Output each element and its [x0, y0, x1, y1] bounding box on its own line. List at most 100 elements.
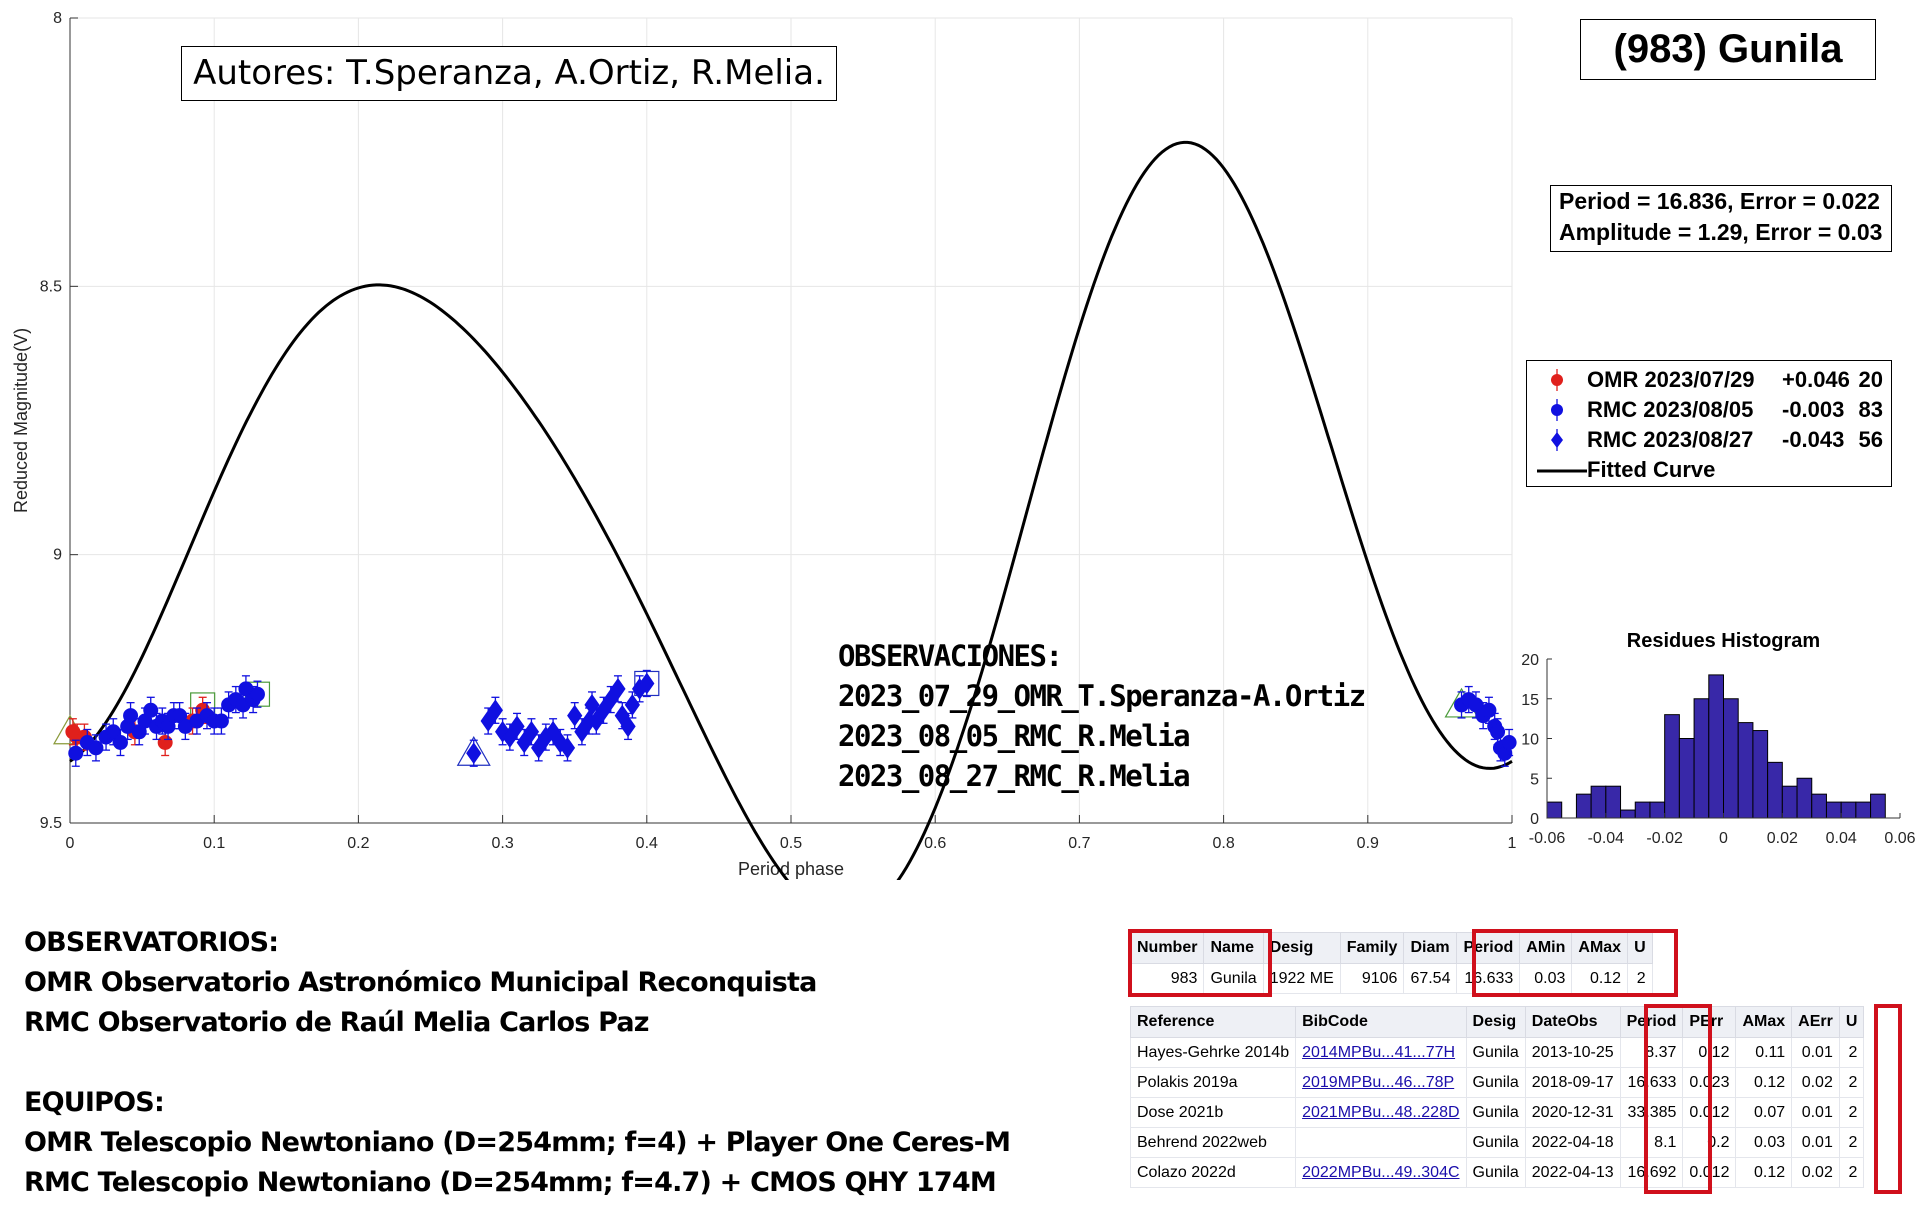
x-tick-label: 0.4	[636, 835, 658, 852]
data-point	[157, 735, 173, 750]
fit-results-box: Period = 16.836, Error = 0.022 Amplitude…	[1550, 185, 1892, 252]
data-point	[516, 731, 532, 754]
table-cell: 67.54	[1403, 963, 1458, 994]
table-cell: 0.03	[1519, 963, 1573, 994]
legend-label: Fitted Curve	[1587, 457, 1716, 482]
legend-label: RMC 2023/08/05	[1587, 397, 1754, 422]
histogram-bar	[1649, 801, 1666, 819]
histogram-bar	[1634, 801, 1651, 819]
histogram-bar	[1870, 793, 1886, 819]
bibcode-link[interactable]: 2014MPBu...41...77H	[1295, 1037, 1467, 1068]
legend-entry: RMC 2023/08/27 -0.043 56	[1527, 425, 1891, 455]
x-tick-label: 0.1	[203, 835, 225, 852]
histogram-y-tick-label: 10	[1521, 732, 1539, 749]
histogram-y-tick-label: 15	[1521, 692, 1539, 709]
data-point	[213, 713, 229, 729]
data-point	[620, 715, 636, 738]
table-cell: 2	[1838, 1037, 1865, 1068]
legend-count: 20	[1858, 367, 1883, 392]
data-point	[545, 720, 561, 743]
x-tick-label: 0.9	[1357, 835, 1379, 852]
histogram-bar	[1605, 785, 1622, 819]
data-point	[509, 715, 525, 738]
data-point	[1481, 702, 1497, 718]
x-tick-label: 0.8	[1212, 835, 1234, 852]
table-cell: 2	[1627, 963, 1653, 994]
data-point	[502, 726, 518, 749]
table-header: BibCode	[1295, 1006, 1467, 1038]
table-cell: 2	[1838, 1097, 1865, 1128]
histogram-bar	[1781, 785, 1798, 819]
x-tick-label: 0.6	[924, 835, 946, 852]
table-header: AMin	[1519, 932, 1573, 964]
table-cell: 8.1	[1619, 1127, 1684, 1158]
legend-count: 83	[1858, 397, 1883, 422]
histogram-x-tick-label: 0	[1719, 830, 1728, 847]
table-header: U	[1838, 1006, 1865, 1038]
legend-offset: -0.043	[1782, 427, 1845, 452]
table-cell: 2022-04-18	[1524, 1127, 1621, 1158]
table-cell: 0.07	[1735, 1097, 1793, 1128]
data-point	[559, 736, 576, 759]
observation-line: 2023_08_27_RMC_R.Melia	[838, 759, 1191, 793]
histogram-y-tick-label: 20	[1521, 652, 1539, 669]
data-point	[487, 699, 504, 722]
equipo-line: RMC Telescopio Newtoniano (D=254mm; f=4.…	[24, 1167, 997, 1198]
table-cell: 0.01	[1791, 1127, 1840, 1158]
histogram-bar	[1678, 738, 1695, 819]
histogram-bar	[1620, 809, 1636, 819]
histogram-bar	[1590, 785, 1607, 819]
data-point	[123, 708, 139, 724]
x-tick-label: 0.7	[1068, 835, 1090, 852]
histogram-bar	[1855, 801, 1872, 819]
y-tick-label: 8	[53, 10, 62, 27]
legend-entry: OMR 2023/07/29 +0.046 20	[1527, 365, 1891, 395]
bibcode-link[interactable]: 2019MPBu...46...78P	[1295, 1067, 1467, 1098]
table-cell: Gunila	[1465, 1157, 1526, 1188]
x-tick-label: 0.5	[780, 835, 802, 852]
table-row: Dose 2021b 2021MPBu...48..228D Gunila 2020-…	[1129, 1097, 1865, 1128]
histogram-x-tick-label: -0.02	[1646, 830, 1683, 847]
histogram-bar	[1723, 698, 1739, 819]
highlight-period-column	[1644, 1004, 1712, 1194]
table-cell: Gunila	[1465, 1067, 1526, 1098]
histogram-x-tick-label: 0.04	[1826, 830, 1857, 847]
table-cell: 2	[1838, 1157, 1865, 1188]
histogram-bar	[1752, 730, 1769, 819]
y-tick-label: 9.5	[40, 815, 62, 832]
table-cell: 1922 ME	[1262, 963, 1341, 994]
table-cell: 0.02	[1791, 1067, 1840, 1098]
table-cell: 9106	[1339, 963, 1405, 994]
table-header: U	[1627, 932, 1653, 964]
table-cell: 2	[1838, 1127, 1865, 1158]
table-cell: Behrend 2022web	[1129, 1127, 1297, 1158]
legend-label: RMC 2023/08/27	[1587, 427, 1754, 452]
table-cell: 0.01	[1791, 1097, 1840, 1128]
table-cell: 2022-04-13	[1524, 1157, 1621, 1188]
data-point	[624, 694, 640, 716]
table-cell: Hayes-Gehrke 2014b	[1129, 1037, 1297, 1068]
table-cell: Gunila	[1465, 1037, 1526, 1068]
histogram-bar	[1767, 761, 1783, 819]
data-point	[1490, 724, 1506, 740]
x-tick-label: 0.2	[347, 835, 369, 852]
y-axis-label: Reduced Magnitude(V)	[11, 328, 31, 513]
bibcode-link[interactable]: 2021MPBu...48..228D	[1295, 1097, 1467, 1128]
table-cell: 2018-09-17	[1524, 1067, 1621, 1098]
table-header: DateObs	[1524, 1006, 1621, 1038]
histogram-bar	[1546, 801, 1563, 819]
observation-line: 2023_07_29_OMR_T.Speranza-A.Ortiz	[838, 679, 1366, 713]
observatorio-line: RMC Observatorio de Raúl Melia Carlos Pa…	[24, 1007, 650, 1038]
histogram-y-tick-label: 0	[1530, 811, 1539, 828]
bibcode-link[interactable]: 2022MPBu...49..304C	[1295, 1157, 1467, 1188]
table-header: AErr	[1791, 1006, 1840, 1038]
legend-marker-icon	[1551, 369, 1563, 391]
histogram-x-tick-label: -0.04	[1588, 830, 1625, 847]
legend-marker-icon	[1551, 399, 1563, 421]
observatorio-line: OMR Observatorio Astronómico Municipal R…	[24, 967, 817, 998]
lcdb-references-table: Reference BibCode Desig DateObs Period PErr AM…	[1129, 1006, 1865, 1188]
table-header: Period	[1456, 932, 1521, 964]
histogram-bar	[1708, 674, 1724, 819]
legend-entry: RMC 2023/08/05 -0.003 83	[1527, 395, 1891, 425]
legend-label: OMR 2023/07/29	[1587, 367, 1755, 392]
